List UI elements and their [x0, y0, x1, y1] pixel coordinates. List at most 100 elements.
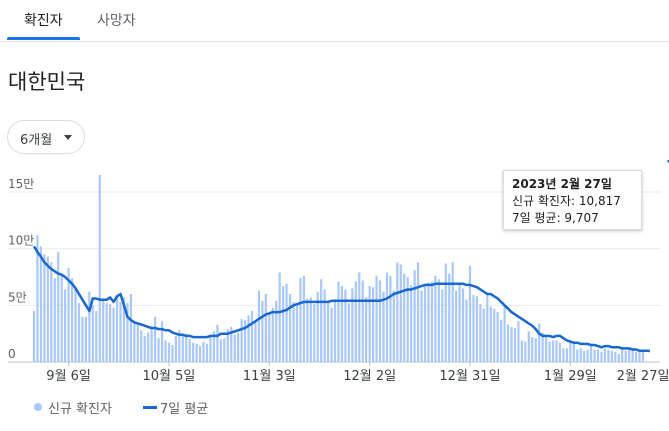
- case-bar: [309, 297, 312, 362]
- case-bar: [340, 286, 344, 362]
- case-bar: [538, 323, 541, 362]
- case-bar: [399, 264, 402, 362]
- case-bar: [237, 332, 240, 362]
- case-bar: [278, 272, 281, 362]
- case-bar: [621, 349, 624, 362]
- case-bar: [143, 335, 146, 362]
- case-bar: [295, 303, 299, 362]
- case-bar: [468, 265, 472, 362]
- case-bar: [344, 289, 347, 362]
- case-bar: [458, 283, 461, 362]
- case-bar: [479, 304, 482, 362]
- case-bar: [631, 350, 634, 362]
- x-tick-label: 12월 31일: [439, 369, 500, 384]
- range-dropdown[interactable]: 6개월: [7, 120, 85, 154]
- bar-legend-swatch: [34, 403, 42, 411]
- x-tick-label: 11월 3일: [243, 369, 296, 384]
- case-bar: [264, 294, 267, 362]
- case-bar: [32, 311, 36, 362]
- case-bar: [572, 342, 575, 362]
- case-bar: [337, 281, 340, 362]
- case-bar: [119, 301, 122, 362]
- case-bar: [385, 272, 389, 362]
- hover-point: [666, 160, 669, 165]
- x-tick-label: 9월 6일: [46, 369, 91, 384]
- case-bar: [74, 287, 77, 362]
- case-bar: [365, 297, 368, 362]
- case-bar: [551, 340, 555, 362]
- case-bar: [219, 339, 222, 362]
- case-bar: [129, 294, 132, 362]
- legend-7day-avg: 7일 평균: [160, 402, 209, 417]
- case-bar: [614, 351, 617, 362]
- case-bar: [513, 328, 517, 362]
- tab-bar: 확진자 사망자: [0, 0, 669, 42]
- case-bar: [323, 289, 326, 362]
- case-bar: [545, 337, 548, 362]
- case-bar: [91, 305, 94, 362]
- case-bar: [288, 294, 292, 362]
- case-bar: [188, 339, 191, 362]
- case-bar: [531, 337, 534, 362]
- case-bar: [250, 311, 254, 362]
- case-bar: [347, 303, 350, 362]
- case-bar: [358, 272, 361, 362]
- cases-chart[interactable]: 0 5만 10만 15만 9월 6일 10월 5일 11월 3일 12월 2일 12월 31일 1…: [0, 160, 669, 395]
- case-bar: [583, 350, 586, 362]
- case-bar: [198, 346, 202, 362]
- case-bar: [500, 320, 503, 362]
- case-bar: [77, 303, 81, 362]
- case-bar: [43, 254, 46, 362]
- case-bar: [351, 288, 354, 362]
- case-bar: [403, 273, 406, 362]
- case-bar: [510, 326, 513, 362]
- tab-cases[interactable]: 확진자: [24, 13, 63, 29]
- x-tick-label: 2월 27일: [617, 369, 669, 384]
- tab-deaths[interactable]: 사망자: [97, 13, 136, 29]
- case-bar: [299, 278, 302, 362]
- case-bar: [112, 307, 115, 362]
- case-bar: [88, 291, 91, 362]
- case-bar: [216, 324, 219, 362]
- case-bar: [192, 342, 195, 362]
- case-bar: [102, 298, 105, 362]
- case-bar: [607, 349, 610, 362]
- case-bar: [372, 287, 375, 362]
- case-bar: [423, 284, 427, 362]
- case-bar: [413, 270, 416, 362]
- case-bar: [430, 281, 434, 362]
- range-dropdown-label: 6개월: [20, 133, 53, 148]
- case-bar: [160, 321, 164, 362]
- case-bar: [57, 252, 60, 362]
- avg-line: [32, 245, 651, 353]
- case-bar: [427, 282, 430, 362]
- case-bar: [167, 342, 171, 362]
- case-bar: [541, 332, 544, 362]
- case-bar: [98, 175, 101, 362]
- case-bar: [375, 275, 378, 362]
- case-bar: [36, 235, 39, 362]
- case-bar: [105, 303, 108, 362]
- case-bar: [506, 324, 510, 362]
- case-bar: [562, 348, 565, 362]
- case-bar: [496, 312, 499, 362]
- case-bar: [154, 316, 157, 362]
- x-tick-label: 12월 2일: [343, 369, 396, 384]
- case-bar: [282, 286, 285, 362]
- case-bar: [84, 316, 88, 362]
- case-bar: [493, 308, 496, 362]
- tooltip-new-cases: 신규 확진자: 10,817: [512, 194, 621, 208]
- tooltip-avg: 7일 평균: 9,707: [512, 211, 599, 225]
- case-bar: [610, 350, 613, 362]
- case-bar: [389, 275, 392, 362]
- case-bar: [181, 335, 184, 362]
- legend-new-cases: 신규 확진자: [48, 402, 112, 417]
- case-bar: [109, 304, 112, 362]
- case-bar: [233, 334, 236, 362]
- case-bar: [486, 292, 489, 362]
- case-bar: [558, 342, 562, 362]
- active-tab-indicator: [7, 37, 80, 40]
- case-bar: [330, 307, 333, 362]
- case-bar: [600, 351, 603, 362]
- chevron-down-icon: [64, 135, 72, 140]
